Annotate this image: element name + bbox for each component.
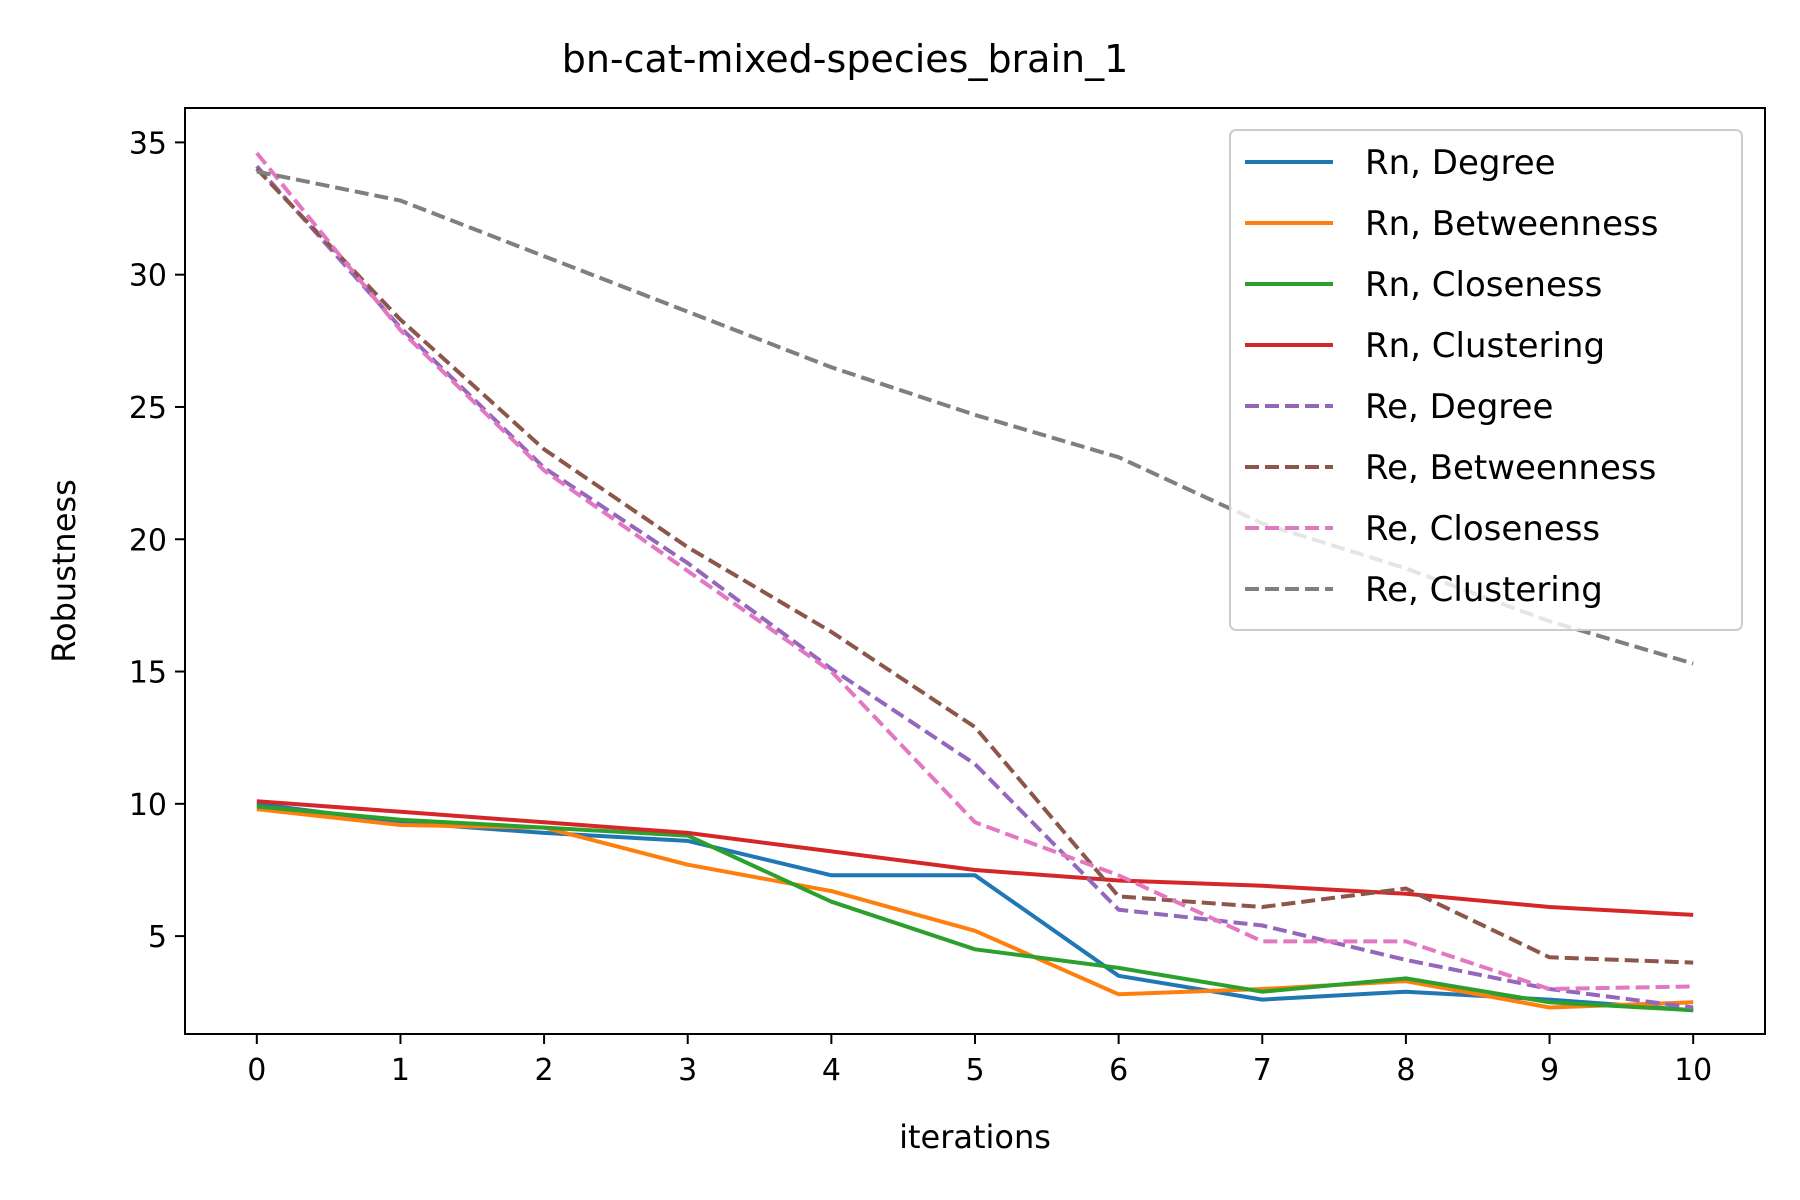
- y-axis-title: Robustness: [45, 479, 83, 663]
- legend-label: Re, Closeness: [1365, 509, 1600, 549]
- legend-label: Rn, Closeness: [1365, 265, 1602, 305]
- legend-label: Re, Clustering: [1365, 570, 1603, 610]
- y-tick-label: 5: [148, 920, 167, 955]
- series-line-re-closeness: [255, 151, 1694, 991]
- y-tick-label: 30: [129, 259, 167, 294]
- y-tick-label: 25: [129, 391, 167, 426]
- series-line-rn-degree: [256, 801, 1694, 1013]
- legend-label: Rn, Clustering: [1365, 326, 1605, 366]
- x-axis: 0 1 2 3 4 5 6 7 8 9 10: [247, 1034, 1712, 1088]
- y-tick-label: 35: [129, 126, 167, 161]
- legend-label: Rn, Degree: [1365, 143, 1556, 183]
- y-axis: 5 10 15 20 25 30 35: [129, 126, 185, 955]
- y-tick-label: 10: [129, 788, 167, 823]
- x-axis-title: iterations: [899, 1118, 1051, 1156]
- series-line-rn-betweenness: [256, 807, 1694, 1010]
- legend-label: Re, Degree: [1365, 387, 1553, 427]
- x-tick-label: 7: [1253, 1053, 1272, 1088]
- y-tick-label: 20: [129, 523, 167, 558]
- legend: Rn, Degree Rn, Betweenness Rn, Closeness Rn…: [1229, 129, 1743, 631]
- series-line-rn-closeness: [256, 804, 1694, 1013]
- legend-label: Re, Betweenness: [1365, 448, 1656, 488]
- x-tick-label: 9: [1540, 1053, 1559, 1088]
- y-tick-label: 15: [129, 656, 167, 691]
- x-tick-label: 10: [1674, 1053, 1712, 1088]
- x-tick-label: 6: [1109, 1053, 1128, 1088]
- x-tick-label: 3: [678, 1053, 697, 1088]
- legend-items: Rn, Degree Rn, Betweenness Rn, Closeness Rn…: [1245, 143, 1658, 610]
- x-tick-label: 8: [1396, 1053, 1415, 1088]
- x-tick-label: 0: [247, 1053, 266, 1088]
- x-tick-label: 4: [822, 1053, 841, 1088]
- x-tick-label: 1: [391, 1053, 410, 1088]
- chart-title: bn-cat-mixed-species_brain_1: [562, 37, 1129, 81]
- series-line-rn-clustering: [256, 799, 1694, 917]
- x-tick-label: 2: [535, 1053, 554, 1088]
- legend-label: Rn, Betweenness: [1365, 204, 1658, 244]
- legend-box: [1229, 129, 1743, 631]
- x-tick-label: 5: [965, 1053, 984, 1088]
